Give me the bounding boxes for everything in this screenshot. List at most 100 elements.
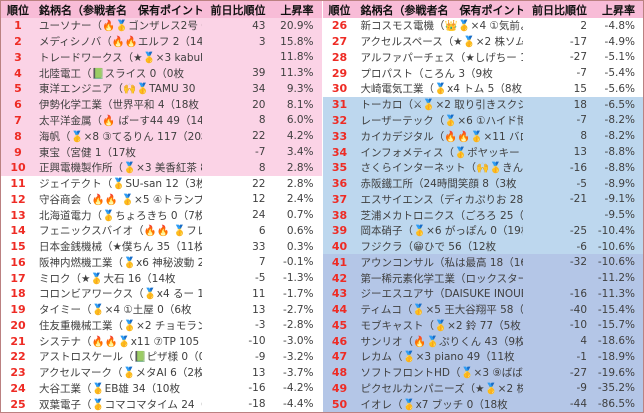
rate-cell: 8.1%	[286, 98, 314, 111]
rank-cell: 39	[331, 224, 348, 238]
table-row: 41 アウンコンサル（私は最高 18（16枚 -32 -10.6%	[322, 254, 643, 271]
table-row: 36 赤阪鐵工所（24時間笑顔 8（3枚 -5 -8.9%	[322, 175, 643, 192]
rate-cell: -6.5%	[604, 98, 635, 111]
table-row: 33 カイカデジタル（🔥🔥🥇×11 バロン 37（2枚 8 -8.2%	[322, 128, 643, 145]
rank-cell: 33	[331, 129, 348, 143]
table-row: 25 双葉電子（🥇コマコマタイム 24（12枚 -18 -4.4%	[1, 396, 322, 413]
rate-cell: -35.2%	[597, 382, 635, 395]
header-prev-rank: 前日比順位	[532, 3, 587, 17]
name-cell: レカム（🥇×3 piano 49（11枚	[360, 351, 515, 364]
rank-cell: 47	[331, 350, 348, 364]
header-rate: 上昇率	[280, 3, 314, 17]
name-cell: システナ（🔥🔥🥇x11 ⑦TP 105（14枚	[39, 335, 202, 348]
rate-cell: -8.2%	[604, 114, 635, 127]
table-row: 3 トレードワークス（★🥇×3 kabuking 31（5枚 11.8%	[1, 49, 322, 66]
rank-cell: 49	[331, 381, 348, 395]
prev-rank-cell: -16	[569, 161, 587, 174]
prev-rank-cell: -1	[576, 350, 587, 363]
rate-cell: 20.9%	[280, 19, 314, 32]
name-cell: フジクラ（😁ひで 56（12枚	[360, 241, 497, 254]
table-row: 11 ジェイテクト（🥇SU-san 12（3枚 22 2.8%	[1, 175, 322, 192]
prev-rank-cell: -5	[255, 272, 266, 285]
name-cell: ユーソナー（🔥🥇ゴンザレス2号 61（15枚	[39, 20, 202, 33]
rank-cell: 44	[331, 303, 348, 317]
prev-rank-cell: 2	[580, 19, 587, 32]
table-row: 24 大谷工業（🥇EB雄 34（10枚 -16 -4.2%	[1, 380, 322, 397]
rank-cell: 30	[331, 82, 348, 96]
table-row: 40 フジクラ（😁ひで 56（12枚 -6 -10.6%	[322, 238, 643, 255]
name-cell: メディシノバ（🔥🔥エルフ 2（14枚	[39, 36, 202, 49]
prev-rank-cell: 39	[252, 67, 266, 80]
header-row: 順位 銘柄名（参戦者名 保有ポイント） 前日比順位 上昇率	[322, 1, 643, 18]
table-row: 49 ピクセルカンパニーズ（★🥇×2 株のミコト 21（15枚 -9 -35.2%	[322, 380, 643, 397]
rank-cell: 18	[10, 287, 26, 301]
table-row: 14 フェニックスバイオ（🔥🔥 🥇フレイム 57（14枚 6 0.6%	[1, 222, 322, 239]
prev-rank-cell: -27	[569, 366, 587, 379]
rank-cell: 10	[10, 161, 26, 175]
prev-rank-cell: -40	[569, 303, 587, 316]
header-prev-rank: 前日比順位	[210, 3, 266, 17]
prev-rank-cell: 43	[252, 19, 266, 32]
name-cell: 伊勢化学工業（世界平和 4（18枚	[39, 99, 199, 112]
name-cell: プロパスト（ころん 3（9枚	[360, 67, 493, 80]
name-cell: 太平洋金属（🔥 ばーす44 49（14枚	[39, 114, 202, 127]
header-name: 銘柄名（参戦者名 保有ポイント）	[360, 3, 524, 17]
table-row: 31 トーカロ（⚔🥇×2 取り引きスクショ 48（20枚 18 -6.5%	[322, 96, 643, 113]
table-row: 7 太平洋金属（🔥 ばーす44 49（14枚 8 6.0%	[1, 112, 322, 129]
name-cell: 阪神内燃機工業（🥇x6 神秘波動 20（13枚	[39, 256, 202, 269]
rank-cell: 17	[10, 271, 26, 285]
prev-rank-cell: -21	[569, 193, 587, 206]
rate-cell: -86.5%	[597, 398, 635, 411]
header-rank: 順位	[328, 3, 351, 17]
prev-rank-cell: 6	[258, 224, 266, 237]
rate-cell: 0.6%	[286, 224, 314, 237]
prev-rank-cell: 24	[252, 209, 266, 222]
name-cell: 第一稀元素化学工業（ロックスター 0（15枚	[360, 272, 524, 285]
table-row: 5 東洋エンジニア（🙌🥇TAMU 30（12枚 34 9.3%	[1, 81, 322, 97]
name-cell: トレードワークス（★🥇×3 kabuking 31（5枚	[39, 51, 202, 64]
rank-cell: 36	[331, 177, 348, 191]
prev-rank-cell: 13	[252, 303, 266, 316]
name-cell: エスサイエンス（ディカぷりお 28（16枚	[360, 193, 524, 206]
prev-rank-cell: 15	[573, 82, 587, 95]
rate-cell: -18.9%	[597, 350, 635, 363]
name-cell: ティムコ（🥇×5 王大谷翔平 58（14枚	[360, 304, 524, 317]
rank-cell: 43	[331, 287, 348, 301]
prev-rank-cell: -9	[576, 382, 587, 395]
name-cell: 日本金銭機械（★僕ちん 35（11枚	[39, 241, 202, 254]
name-cell: サンリオ（🔥🥇ぷりくん 43（9枚	[360, 335, 524, 348]
rank-cell: 5	[14, 82, 22, 96]
rate-cell: -2.8%	[283, 319, 314, 332]
rank-cell: 48	[331, 366, 348, 380]
name-cell: 守谷商会（🔥🔥 🥇×5 ④トランプ大明神 113（2枚	[39, 193, 202, 206]
rank-cell: 46	[331, 334, 348, 348]
table-row: 42 第一稀元素化学工業（ロックスター 0（15枚 -11.2%	[322, 270, 643, 287]
table-row: 32 レーザーテック（🥇×6 ①ハイド博士 64（7枚 -7 -8.2%	[322, 112, 643, 129]
prev-rank-cell: 8	[580, 130, 587, 143]
prev-rank-cell: -16	[569, 287, 587, 300]
name-cell: ミロク（★🥇大石 16（14枚	[39, 272, 176, 285]
name-cell: モブキャスト（🥇×2 鈴 77（5枚	[360, 319, 521, 332]
rate-cell: -2.7%	[283, 303, 314, 316]
rate-cell: -15.7%	[597, 319, 635, 332]
name-cell: アクセルスペース（★🥇×2 株ソムリエ 29（12枚	[360, 36, 524, 49]
rate-cell: -0.1%	[283, 256, 314, 269]
table-row: 17 ミロク（★🥇大石 16（14枚 -5 -1.3%	[1, 270, 322, 287]
header-rate: 上昇率	[602, 3, 635, 17]
table-row: 16 阪神内燃機工業（🥇x6 神秘波動 20（13枚 7 -0.1%	[1, 254, 322, 271]
name-cell: ジーエスユアサ（DAISUKE INOUE 43（18枚	[360, 288, 524, 301]
table-row: 1 ユーソナー（🔥🥇ゴンザレス2号 61（15枚 43 20.9%	[1, 18, 322, 34]
rank-cell: 25	[10, 397, 26, 411]
name-cell: ジェイテクト（🥇SU-san 12（3枚	[39, 178, 202, 191]
rank-cell: 14	[10, 224, 26, 238]
name-cell: 東宝（宮健 1（17枚	[39, 146, 136, 159]
rank-cell: 42	[331, 271, 348, 285]
table-row: 39 岡本硝子（🥇×6 がっぽん 0（19枚 -25 -10.4%	[322, 222, 643, 239]
rank-cell: 2	[14, 35, 22, 49]
name-cell: イオレ（🥇x7 ブッチ 0（18枚	[360, 398, 508, 411]
name-cell: 芝浦メカトロニクス（ごろろ 25（17枚	[360, 209, 524, 222]
table-row: 48 ソフトフロントHD（🥇×3 ⑨ばばちっち 97（18枚 -27 -19.6%	[322, 364, 643, 381]
header-row: 順位 銘柄名（参戦者名 保有ポイント） 前日比順位 上昇率	[1, 1, 322, 18]
header-name: 銘柄名（参戦者名 保有ポイント）	[39, 3, 202, 17]
